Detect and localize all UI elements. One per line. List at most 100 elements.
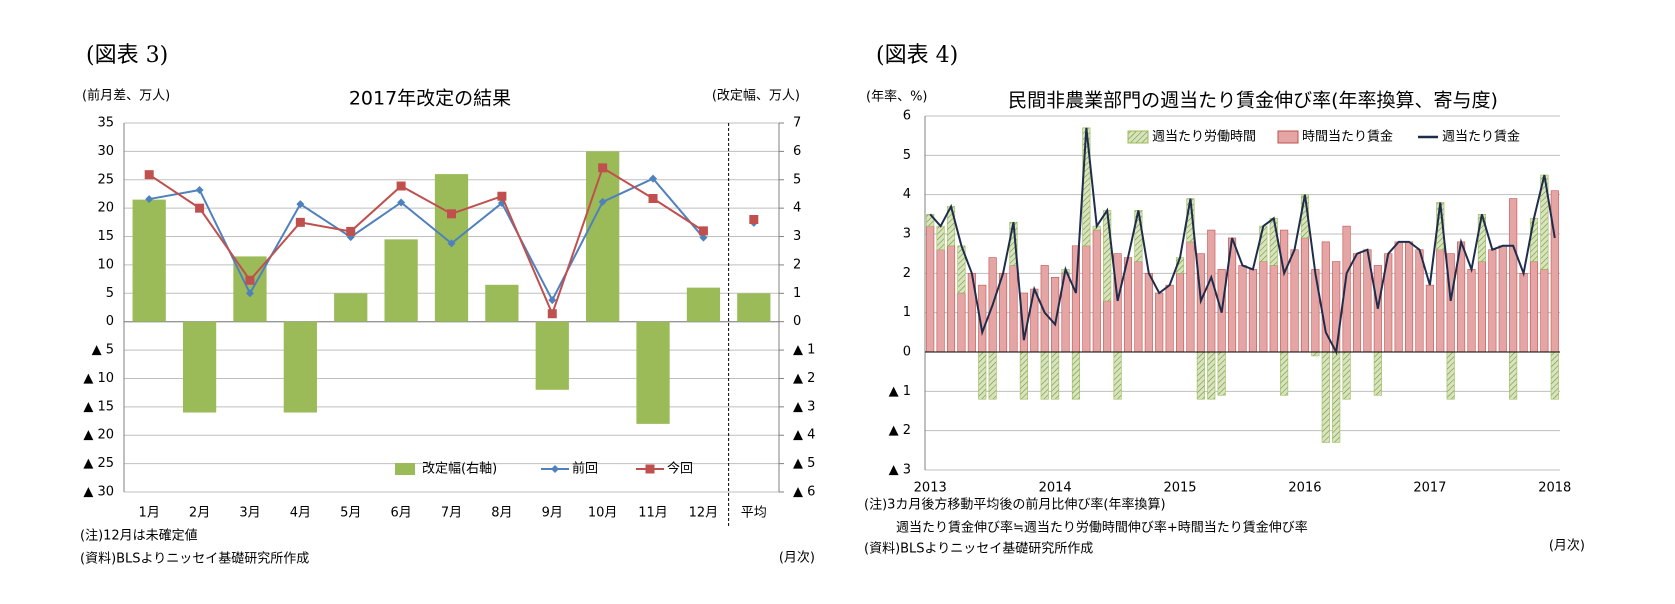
bar — [1113, 351, 1122, 400]
point — [648, 194, 658, 204]
bar — [1280, 229, 1289, 353]
y-tick-label: 0 — [106, 314, 114, 329]
y-axis-label: (前月差、万人) — [82, 88, 170, 104]
legend-key — [551, 465, 559, 473]
bar — [1488, 249, 1497, 353]
point — [547, 309, 557, 319]
figure-label: (図表 3) — [86, 43, 168, 68]
bar — [1144, 273, 1153, 353]
point — [698, 226, 708, 236]
x-tick-label: 6月 — [390, 506, 411, 521]
y2-tick-label: 5 — [793, 172, 801, 187]
point — [145, 195, 154, 204]
x-tick-label: 2月 — [189, 506, 210, 521]
bar — [1009, 265, 1018, 353]
bar — [1311, 269, 1320, 353]
bar — [686, 287, 721, 322]
bar — [586, 151, 620, 322]
bar — [334, 293, 368, 322]
bar — [1332, 351, 1341, 443]
x-tick-label: 2016 — [1288, 481, 1321, 496]
bar — [1509, 351, 1518, 400]
point — [346, 226, 356, 236]
y-tick-label: 25 — [97, 172, 114, 187]
bar — [1207, 229, 1216, 353]
bar — [1550, 190, 1559, 353]
y-tick-label: ▲ 10 — [83, 371, 114, 386]
x-unit: (月次) — [1549, 538, 1585, 554]
bar — [1238, 265, 1247, 353]
y-tick-label: ▲ 3 — [889, 463, 911, 478]
bar — [1269, 265, 1278, 353]
bar — [1321, 351, 1330, 443]
x-tick-label: 5月 — [340, 506, 361, 521]
bar — [946, 245, 956, 353]
x-tick-label: 11月 — [638, 506, 668, 521]
figure-label: (図表 4) — [876, 43, 958, 68]
bar — [1071, 351, 1080, 400]
note: 週当たり賃金伸び率≒週当たり労働時間伸び率+時間当たり賃金伸び率 — [896, 520, 1308, 536]
bar — [1477, 261, 1486, 353]
legend-label: 週当たり労働時間 — [1152, 130, 1256, 145]
y2-tick-label: 6 — [793, 144, 801, 159]
bar — [999, 273, 1008, 353]
legend-label: 時間当たり賃金 — [1302, 129, 1393, 145]
point — [245, 289, 254, 298]
line — [929, 127, 1556, 356]
x-tick-label: 8月 — [491, 506, 512, 521]
bar — [1529, 261, 1539, 353]
y2-tick-label: 3 — [793, 229, 801, 244]
point — [245, 275, 255, 285]
bar — [384, 239, 418, 322]
bar — [978, 351, 987, 400]
bar — [1509, 198, 1518, 353]
bar — [485, 284, 519, 322]
bar — [1165, 284, 1174, 353]
x-tick-label: 2013 — [914, 481, 947, 496]
point — [598, 163, 608, 173]
bar — [535, 321, 569, 390]
point — [749, 215, 759, 225]
legend-key — [645, 464, 655, 474]
bar — [1051, 351, 1060, 400]
y-tick-label: ▲ 20 — [83, 428, 114, 443]
bar — [1186, 241, 1195, 353]
legend-label: 週当たり賃金 — [1442, 129, 1520, 145]
y2-tick-label: 2 — [793, 257, 801, 272]
note: (資料)BLSよりニッセイ基礎研究所作成 — [864, 542, 1093, 557]
bar — [1540, 269, 1549, 353]
bar — [1103, 300, 1112, 353]
line — [149, 177, 705, 303]
x-tick-label: 10月 — [588, 506, 618, 521]
y-axis-label: (年率、%) — [866, 89, 928, 105]
y-tick-label: 2 — [903, 266, 911, 281]
y-tick-label: 10 — [97, 257, 114, 272]
bar — [1248, 269, 1257, 353]
bar — [1103, 210, 1112, 302]
legend-key — [1127, 130, 1149, 144]
y2-tick-label: ▲ 2 — [793, 371, 815, 386]
x-tick-label: 3月 — [239, 506, 260, 521]
y-tick-label: 0 — [903, 345, 911, 360]
bar — [1425, 284, 1434, 353]
y-tick-label: ▲ 2 — [889, 423, 911, 438]
x-tick-label: 2015 — [1163, 481, 1196, 496]
legend-label: 今回 — [667, 461, 693, 477]
note: (注)3カ月後方移動平均後の前月比伸び率(年率換算) — [864, 497, 1166, 513]
bar — [1342, 351, 1351, 400]
bar — [926, 225, 935, 353]
y-tick-label: ▲ 1 — [889, 384, 911, 399]
y-tick-label: ▲ 25 — [83, 456, 114, 471]
bar — [988, 351, 997, 400]
bar — [1113, 253, 1122, 353]
y2-tick-label: ▲ 5 — [793, 456, 815, 471]
y2-axis-label: (改定幅、万人) — [712, 89, 800, 104]
bar — [1311, 351, 1320, 357]
bar — [1259, 261, 1268, 353]
y-tick-label: 20 — [97, 201, 114, 216]
y2-tick-label: ▲ 4 — [793, 428, 815, 443]
y-tick-label: 35 — [97, 116, 114, 131]
bar — [434, 174, 469, 322]
bar — [1300, 237, 1310, 353]
